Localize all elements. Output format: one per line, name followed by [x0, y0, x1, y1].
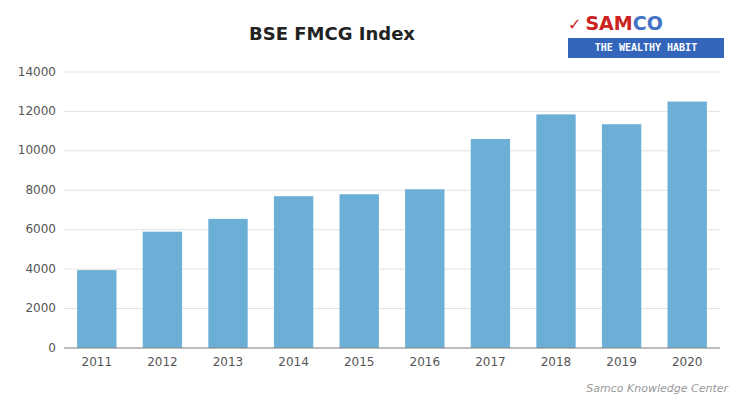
bar: [405, 189, 444, 348]
grid-line: [64, 111, 720, 112]
x-tick-label: 2020: [672, 355, 703, 369]
logo-subtitle: THE WEALTHY HABIT: [595, 42, 697, 53]
bar: [274, 196, 313, 348]
x-tick-label: 2014: [278, 355, 309, 369]
y-tick-label: 0: [48, 341, 56, 355]
bar: [668, 102, 707, 348]
logo-bar: [568, 38, 724, 58]
chart: 0 2000 4000 6000 8000 10000 12000 14000 2011 2012…: [0, 0, 740, 400]
bar: [536, 114, 575, 348]
logo-text: ✓: [568, 15, 581, 34]
bars: [77, 102, 707, 348]
y-tick-label: 12000: [18, 104, 56, 118]
logo-text: CO: [633, 12, 663, 34]
bar: [143, 232, 182, 348]
y-tick-label: 14000: [18, 65, 56, 79]
grid: [64, 72, 720, 348]
x-tick-label: 2019: [606, 355, 637, 369]
grid-line: [64, 72, 720, 73]
x-tick-label: 2017: [475, 355, 506, 369]
logo-text: SAM: [585, 12, 632, 34]
y-tick-label: 10000: [18, 143, 56, 157]
bar: [340, 194, 379, 348]
x-tick-label: 2013: [213, 355, 244, 369]
x-tick-label: 2012: [147, 355, 178, 369]
x-tick-label: 2011: [82, 355, 113, 369]
y-tick-label: 8000: [25, 183, 56, 197]
bar: [208, 219, 247, 348]
watermark: Samco Knowledge Center: [586, 382, 729, 395]
bar: [77, 270, 116, 348]
y-tick-label: 4000: [25, 262, 56, 276]
bar: [471, 139, 510, 348]
x-tick-label: 2018: [541, 355, 572, 369]
x-axis-line: [64, 348, 720, 349]
y-tick-label: 2000: [25, 301, 56, 315]
title: BSE FMCG Index: [249, 23, 415, 44]
x-tick-label: 2016: [410, 355, 441, 369]
y-tick-label: 6000: [25, 222, 56, 236]
x-tick-label: 2015: [344, 355, 375, 369]
grid-line: [64, 348, 720, 349]
bar: [602, 124, 641, 348]
